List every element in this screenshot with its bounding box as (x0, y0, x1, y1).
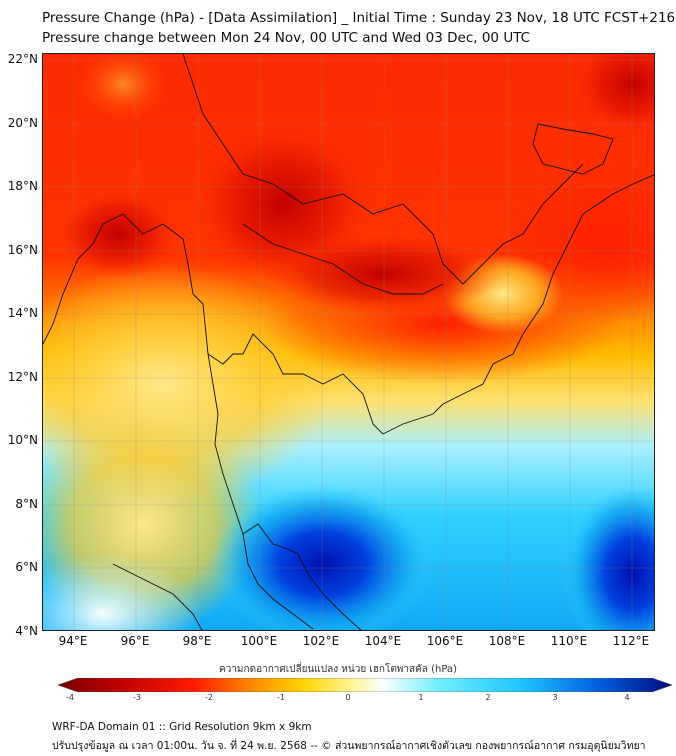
lon-label: 100°E (240, 634, 278, 648)
lon-label: 108°E (488, 634, 526, 648)
colorbar-title: ความกดอากาศเปลี่ยนแปลง หน่วย เฮกโตพาสคัล… (219, 664, 457, 675)
pressure-change-map (42, 53, 655, 631)
chart-title: Pressure Change (hPa) - [Data Assimilati… (42, 10, 676, 26)
colorbar-tick: 3 (552, 693, 558, 702)
chart-subtitle: Pressure change between Mon 24 Nov, 00 U… (42, 30, 531, 46)
lon-label: 94°E (58, 634, 88, 648)
colorbar-tick: 2 (485, 693, 491, 702)
lat-label: 18°N (7, 179, 38, 193)
lat-label: 6°N (15, 560, 38, 574)
coastlines (43, 54, 654, 630)
colorbar-tick: -3 (133, 693, 141, 702)
footer-model-info: WRF-DA Domain 01 :: Grid Resolution 9km … (52, 721, 312, 733)
lon-label: 106°E (426, 634, 464, 648)
colorbar-tick: -4 (66, 693, 74, 702)
map-field (43, 54, 654, 630)
colorbar-tick: -2 (205, 693, 213, 702)
lat-label: 20°N (7, 116, 38, 130)
footer-update-info: ปรับปรุงข้อมูล ณ เวลา 01:00น. วัน จ. ที่… (52, 740, 646, 752)
colorbar-tick: -1 (277, 693, 285, 702)
lat-label: 14°N (7, 306, 38, 320)
lat-label: 16°N (7, 243, 38, 257)
lat-label: 10°N (7, 433, 38, 447)
lon-label: 98°E (182, 634, 212, 648)
lon-label: 96°E (120, 634, 150, 648)
lat-label: 4°N (15, 624, 38, 638)
lat-label: 8°N (15, 497, 38, 511)
lon-label: 102°E (302, 634, 340, 648)
lon-label: 104°E (364, 634, 402, 648)
lon-label: 110°E (550, 634, 588, 648)
lat-label: 22°N (7, 52, 38, 66)
colorbar (58, 678, 672, 692)
lat-label: 12°N (7, 370, 38, 384)
colorbar-tick: 1 (418, 693, 424, 702)
colorbar-tick: 4 (624, 693, 630, 702)
colorbar-tick: 0 (345, 693, 351, 702)
lon-label: 112°E (612, 634, 650, 648)
